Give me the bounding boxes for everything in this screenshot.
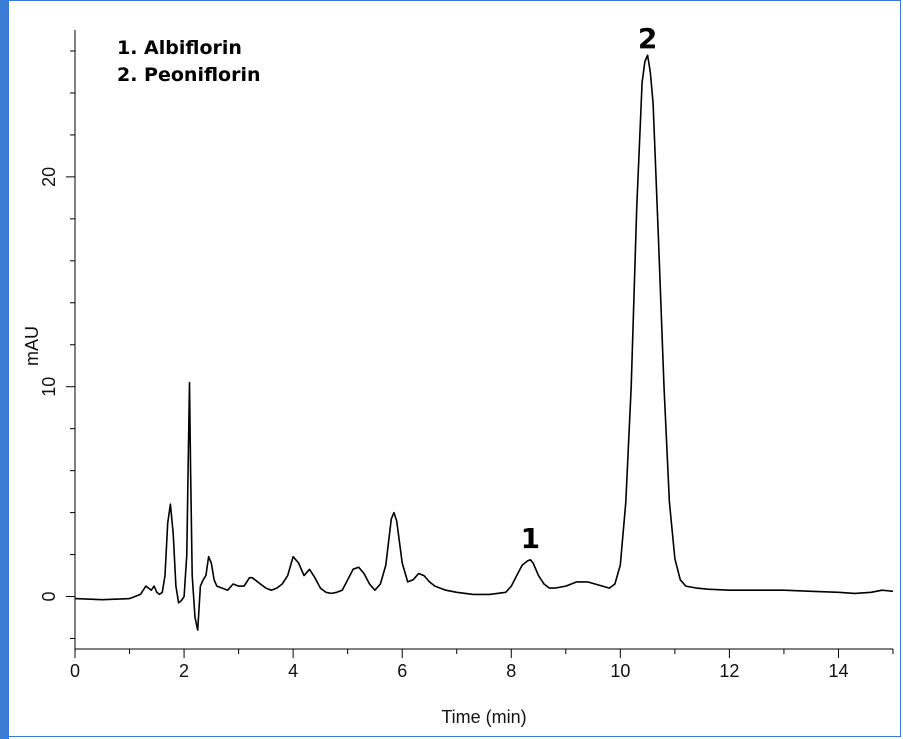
y-tick-label: 0 (39, 592, 59, 602)
x-tick-label: 2 (179, 661, 189, 681)
chromatogram-trace (74, 54, 894, 631)
x-tick-label: 6 (397, 661, 407, 681)
tick-labels: 0 2 4 6 8 10 12 14 0 10 20 (39, 167, 848, 681)
y-axis-title: mAU (22, 326, 42, 366)
peak-label-2: 2 (638, 22, 657, 55)
x-tick-label: 8 (506, 661, 516, 681)
x-tick-label: 10 (610, 661, 630, 681)
figure-frame-left-edge (0, 0, 9, 739)
legend-entry-peoniflorin: 2. Peoniflorin (117, 64, 261, 86)
ticks (66, 50, 894, 658)
x-tick-label: 0 (70, 661, 80, 681)
x-tick-label: 4 (288, 661, 298, 681)
legend-entry-albiflorin: 1. Albiflorin (117, 37, 242, 59)
y-tick-label: 10 (39, 377, 59, 397)
x-tick-label: 14 (828, 661, 848, 681)
axes (74, 30, 893, 650)
x-axis-title: Time (min) (441, 707, 526, 727)
x-tick-label: 12 (719, 661, 739, 681)
y-tick-label: 20 (39, 167, 59, 187)
peak-label-1: 1 (521, 522, 540, 555)
